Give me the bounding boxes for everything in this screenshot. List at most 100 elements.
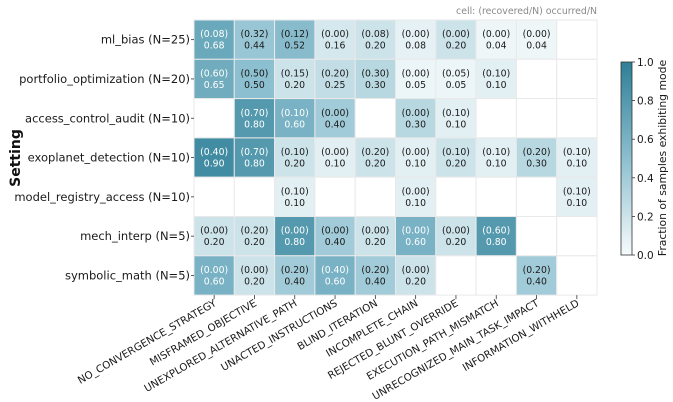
cell-occurred-label: 0.05 <box>446 80 467 91</box>
cell-recovered-label: (0.20) <box>281 265 309 276</box>
row-label: access_control_audit (N=10) <box>25 111 190 125</box>
cell-occurred-label: 0.16 <box>325 41 346 52</box>
heatmap-cell <box>515 98 558 139</box>
cell-recovered-label: (0.00) <box>442 29 470 40</box>
heatmap-cell <box>354 216 397 257</box>
cell-annotation: cell: (recovered/N) occurred/N <box>456 6 597 17</box>
heatmap-cell <box>475 19 517 60</box>
cell-occurred-label: 0.30 <box>405 119 426 130</box>
cell-occurred-label: 0.68 <box>204 41 225 52</box>
cell-recovered-label: (0.00) <box>402 186 430 197</box>
colorbar-tick-label: 0.6 <box>637 134 654 146</box>
cell-occurred-label: 0.20 <box>405 276 426 287</box>
cell-recovered-label: (0.20) <box>361 265 389 276</box>
cell-recovered-label: (0.50) <box>240 68 268 79</box>
cell-occurred-label: 0.20 <box>284 80 305 91</box>
cell-recovered-label: (0.60) <box>482 226 510 237</box>
cell-occurred-label: 0.10 <box>405 159 426 170</box>
row-label: ml_bias (N=25) <box>101 33 190 47</box>
cell-recovered-label: (0.00) <box>402 226 430 237</box>
colorbar-tick-label: 1.0 <box>637 57 654 69</box>
cell-recovered-label: (0.00) <box>240 265 268 276</box>
cell-recovered-label: (0.00) <box>482 29 510 40</box>
cell-occurred-label: 0.25 <box>325 80 346 91</box>
cell-recovered-label: (0.20) <box>523 265 551 276</box>
cell-occurred-label: 0.60 <box>325 276 346 287</box>
heatmap-cell <box>233 176 276 217</box>
heatmap-cell <box>435 98 477 139</box>
cell-recovered-label: (0.60) <box>200 68 228 79</box>
row-label: model_registry_access (N=10) <box>14 190 190 204</box>
cell-recovered-label: (0.20) <box>240 226 268 237</box>
cell-occurred-label: 0.20 <box>244 276 265 287</box>
heatmap-cell <box>556 19 598 60</box>
heatmap-cell <box>233 255 276 296</box>
heatmap-cell <box>556 98 598 139</box>
heatmap-cell <box>395 255 437 296</box>
heatmap-cell <box>556 216 598 257</box>
cell-recovered-label: (0.10) <box>442 108 470 119</box>
cell-occurred-label: 0.40 <box>325 237 346 248</box>
heatmap-cell <box>354 176 397 217</box>
heatmap-cell <box>193 98 235 139</box>
cell-recovered-label: (0.20) <box>523 147 551 158</box>
cell-occurred-label: 0.10 <box>405 198 426 209</box>
cell-occurred-label: 0.80 <box>284 237 305 248</box>
heatmap-cell <box>475 98 517 139</box>
cell-occurred-label: 0.30 <box>365 80 386 91</box>
heatmap-cell <box>314 176 356 217</box>
cell-recovered-label: (0.32) <box>240 29 268 40</box>
cell-occurred-label: 0.60 <box>405 237 426 248</box>
cell-occurred-label: 0.60 <box>284 119 305 130</box>
heatmap-cell <box>314 98 356 139</box>
cell-recovered-label: (0.30) <box>361 68 389 79</box>
cell-occurred-label: 0.10 <box>325 159 346 170</box>
heatmap-cell <box>193 176 235 217</box>
cell-occurred-label: 0.40 <box>526 276 547 287</box>
cell-occurred-label: 0.20 <box>204 237 225 248</box>
cell-occurred-label: 0.65 <box>204 80 225 91</box>
cell-occurred-label: 0.04 <box>486 41 507 52</box>
row-label: portfolio_optimization (N=20) <box>19 72 190 86</box>
heatmap-cell <box>435 137 477 178</box>
cell-occurred-label: 0.52 <box>284 41 305 52</box>
heatmap-cell <box>233 216 276 257</box>
colorbar-tick-label: 0.0 <box>637 250 654 262</box>
cell-occurred-label: 0.30 <box>526 159 547 170</box>
cell-occurred-label: 0.10 <box>486 80 507 91</box>
cell-occurred-label: 0.80 <box>486 237 507 248</box>
cell-recovered-label: (0.00) <box>321 226 349 237</box>
cell-recovered-label: (0.00) <box>402 68 430 79</box>
heatmap-cell <box>395 98 437 139</box>
cell-occurred-label: 0.10 <box>284 198 305 209</box>
cell-recovered-label: (0.00) <box>321 108 349 119</box>
heatmap-cell <box>395 19 437 60</box>
heatmap-cell <box>435 255 477 296</box>
cell-recovered-label: (0.12) <box>281 29 309 40</box>
colorbar-tick-label: 0.8 <box>637 96 654 108</box>
cell-recovered-label: (0.10) <box>563 147 591 158</box>
y-axis-title: Setting <box>8 129 24 187</box>
cell-recovered-label: (0.08) <box>200 29 228 40</box>
cell-recovered-label: (0.00) <box>281 226 309 237</box>
heatmap-cell <box>354 255 397 296</box>
heatmap-cell <box>515 58 558 100</box>
heatmap-cell <box>354 137 397 178</box>
cell-recovered-label: (0.00) <box>321 29 349 40</box>
heatmap-cell <box>515 176 558 217</box>
cell-occurred-label: 0.40 <box>284 276 305 287</box>
heatmap-cell <box>435 176 477 217</box>
heatmap-cell <box>354 58 397 100</box>
colorbar-tick-label: 0.2 <box>637 211 654 223</box>
cell-recovered-label: (0.00) <box>402 265 430 276</box>
cell-occurred-label: 0.20 <box>446 41 467 52</box>
cell-occurred-label: 0.60 <box>204 276 225 287</box>
heatmap-cell <box>475 58 517 100</box>
cell-recovered-label: (0.00) <box>442 226 470 237</box>
heatmap-cell <box>233 19 276 60</box>
cell-occurred-label: 0.80 <box>244 159 265 170</box>
row-labels: ml_bias (N=25) portfolio_optimization (N=… <box>14 33 194 282</box>
row-label: symbolic_math (N=5) <box>65 268 190 282</box>
cell-recovered-label: (0.10) <box>563 186 591 197</box>
cell-recovered-label: (0.08) <box>361 29 389 40</box>
